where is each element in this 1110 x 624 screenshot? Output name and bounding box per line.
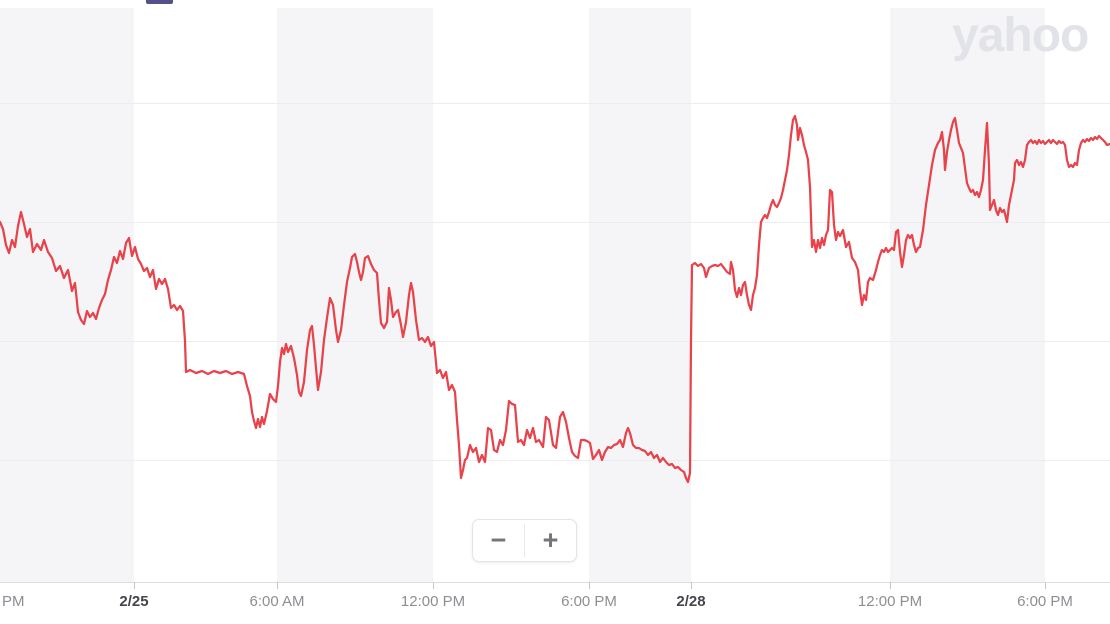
top-ui-fragment [146,0,173,4]
x-axis-tick [277,582,278,589]
zoom-controls: − + [472,519,577,562]
x-axis-tick [890,582,891,589]
x-axis-tick [1045,582,1046,589]
x-axis-time-label: 6:00 PM [561,593,617,610]
x-axis-tick [433,582,434,589]
x-axis-time-label: 6:00 PM [1017,593,1073,610]
price-line [0,114,1110,484]
x-axis-date-label: 2/28 [676,593,706,610]
x-axis-time-label: 6:00 AM [249,593,305,610]
zoom-out-button[interactable]: − [473,520,524,561]
yahoo-logo: yahoo [952,9,1089,62]
x-axis-tick [134,582,135,589]
x-axis-line [0,582,1110,583]
x-axis-time-label: 12:00 PM [857,593,923,610]
zoom-divider [524,524,525,557]
horizontal-gridline [0,103,1110,104]
horizontal-gridline [0,222,1110,223]
x-axis-date-label: 2/25 [119,593,149,610]
x-axis-time-label: PM [2,593,25,610]
horizontal-gridline [0,460,1110,461]
zoom-in-button[interactable]: + [525,520,576,561]
x-axis-time-label: 12:00 PM [400,593,466,610]
chart-plot-area[interactable] [0,0,1110,582]
x-axis-tick [589,582,590,589]
x-axis-tick [691,582,692,589]
horizontal-gridline [0,341,1110,342]
